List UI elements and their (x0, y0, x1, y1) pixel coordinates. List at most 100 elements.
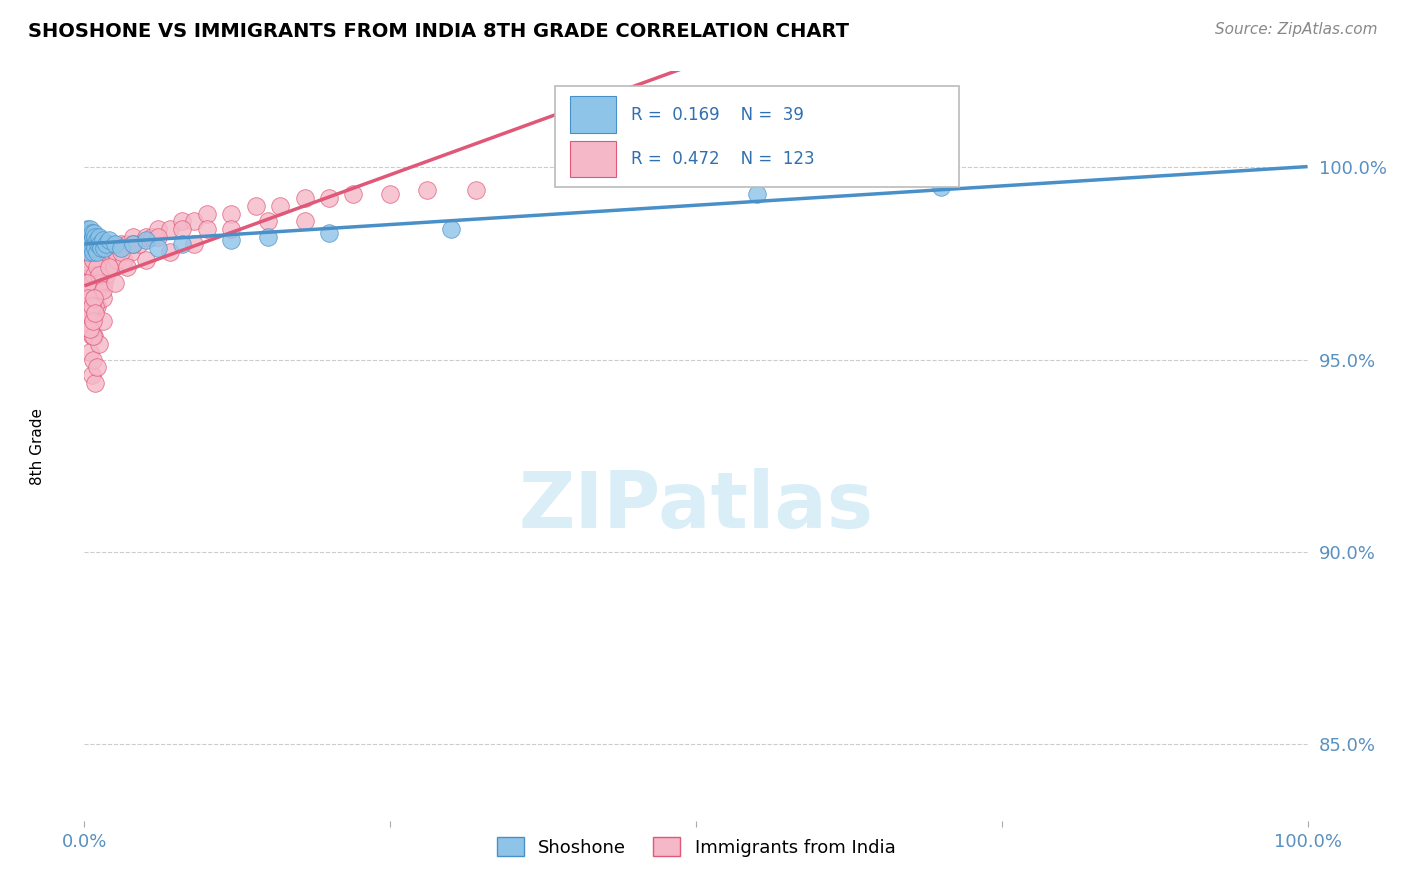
Point (269, 199, 291, 213)
Point (77, 260, 100, 275)
Point (84, 241, 107, 255)
Point (86, 234, 108, 248)
Point (84, 229, 107, 244)
Point (97, 237, 120, 252)
Point (79, 222, 101, 236)
Point (219, 234, 242, 248)
Point (84, 376, 107, 390)
Point (97, 260, 120, 275)
Point (172, 222, 194, 236)
Point (77, 322, 100, 336)
Point (135, 229, 157, 244)
Point (96, 268, 118, 282)
Text: Source: ZipAtlas.com: Source: ZipAtlas.com (1215, 22, 1378, 37)
Point (87, 237, 110, 252)
Point (83, 306, 105, 320)
Point (83, 237, 105, 252)
Point (79, 260, 101, 275)
Point (183, 214, 205, 228)
Point (79, 322, 101, 336)
Point (104, 237, 127, 252)
Point (83, 244, 105, 259)
Point (83, 268, 105, 282)
Point (82, 276, 104, 290)
FancyBboxPatch shape (555, 87, 959, 187)
Point (100, 244, 122, 259)
Point (87, 252, 110, 267)
Point (110, 244, 132, 259)
Text: 8th Grade: 8th Grade (31, 408, 45, 484)
Point (86, 268, 108, 282)
Point (104, 244, 127, 259)
Point (76, 276, 98, 290)
Point (103, 260, 125, 275)
Point (77, 226, 100, 240)
Point (87, 276, 110, 290)
Point (80, 226, 103, 240)
Point (90, 244, 112, 259)
Point (146, 229, 169, 244)
Point (77, 299, 100, 313)
Point (464, 184, 486, 198)
Point (77, 306, 100, 320)
Point (79, 237, 101, 252)
Point (77, 234, 100, 248)
Point (146, 241, 169, 255)
Point (91, 268, 114, 282)
Point (122, 237, 145, 252)
Point (86, 299, 108, 313)
Point (80, 268, 103, 282)
Point (87, 284, 110, 298)
Point (105, 252, 128, 267)
Point (82, 329, 104, 343)
Point (86, 244, 108, 259)
Point (416, 184, 439, 198)
Point (90, 276, 112, 290)
Point (159, 222, 181, 236)
Point (76, 252, 98, 267)
Point (76, 229, 98, 244)
Point (747, 187, 769, 202)
Bar (569, 96, 616, 133)
Point (128, 237, 150, 252)
Point (91, 284, 114, 298)
Text: SHOSHONE VS IMMIGRANTS FROM INDIA 8TH GRADE CORRELATION CHART: SHOSHONE VS IMMIGRANTS FROM INDIA 8TH GR… (28, 22, 849, 41)
Point (91, 314, 114, 328)
Point (172, 214, 194, 228)
Point (84, 252, 107, 267)
Point (75, 268, 97, 282)
Point (91, 237, 114, 252)
Point (79, 260, 101, 275)
Point (318, 226, 340, 240)
Point (96, 237, 118, 252)
Point (135, 234, 157, 248)
Point (77, 291, 100, 305)
Point (86, 244, 108, 259)
Point (80, 299, 103, 313)
Point (89, 268, 111, 282)
Point (86, 360, 108, 375)
Point (98, 260, 121, 275)
Point (87, 229, 110, 244)
Point (80, 299, 103, 313)
Point (83, 268, 105, 282)
Point (84, 299, 107, 313)
Point (87, 337, 110, 351)
Point (87, 276, 110, 290)
Point (80, 244, 103, 259)
Point (80, 329, 103, 343)
Point (257, 229, 280, 244)
Point (84, 284, 107, 298)
Text: R =  0.169    N =  39: R = 0.169 N = 39 (631, 105, 804, 124)
Point (195, 222, 218, 236)
Text: R =  0.472    N =  123: R = 0.472 N = 123 (631, 150, 814, 169)
Point (93, 276, 115, 290)
Point (77, 244, 100, 259)
Point (93, 241, 115, 255)
Point (257, 214, 280, 228)
Point (122, 229, 145, 244)
Point (96, 237, 118, 252)
Point (75, 229, 97, 244)
Point (89, 237, 111, 252)
Point (219, 206, 242, 220)
